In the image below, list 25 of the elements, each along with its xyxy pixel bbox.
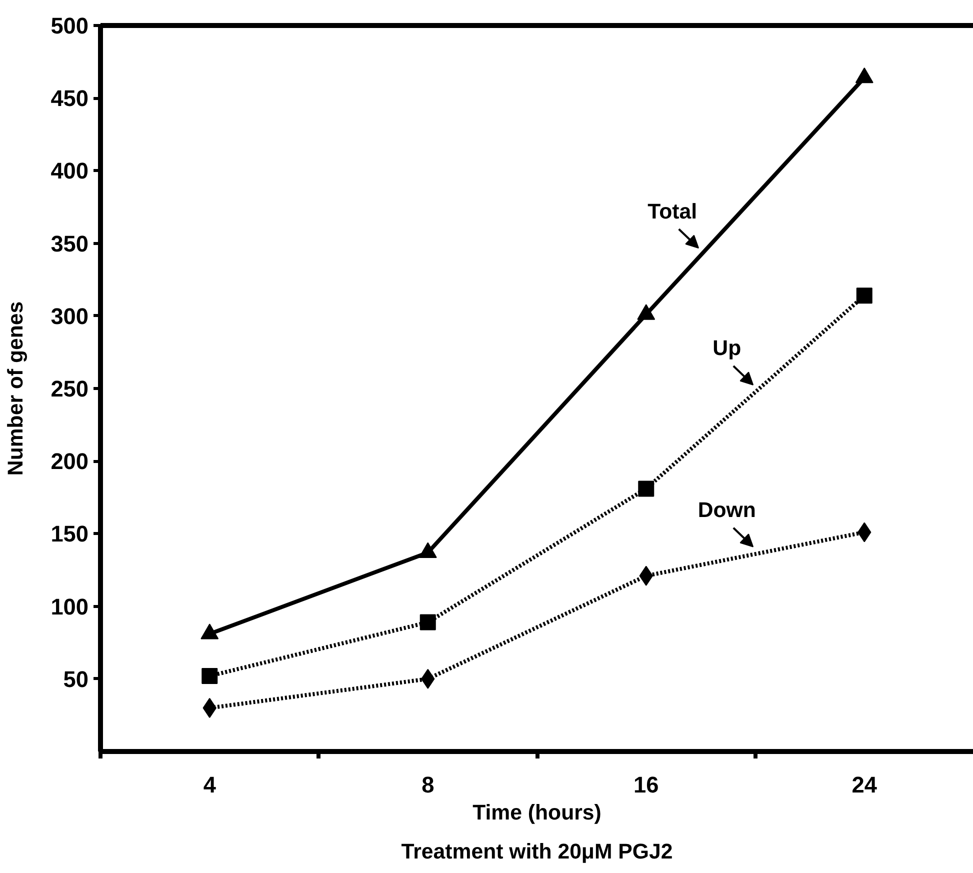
x-axis-title: Time (hours) <box>472 800 602 824</box>
point <box>420 614 436 630</box>
point <box>637 304 656 320</box>
text: Treatment with 20μM PGJ2 <box>401 840 673 864</box>
y-tick-label: 350 <box>50 230 89 256</box>
x-tick-label: 8 <box>422 772 434 798</box>
y-tick-label: 400 <box>50 158 89 184</box>
y-tick-label: 300 <box>50 302 89 329</box>
point <box>855 67 874 84</box>
y-tick-label: 250 <box>50 376 89 402</box>
y-tick-label: 500 <box>50 12 89 38</box>
x-tick-label: 4 <box>203 772 216 798</box>
series-label: Total <box>648 199 698 224</box>
point <box>202 668 218 684</box>
y-axis-title: Number of genes <box>4 301 28 476</box>
y-tick-label: 100 <box>50 593 89 620</box>
series-label: Up <box>712 336 742 360</box>
y-tick-label: 450 <box>50 85 89 112</box>
x-tick-label: 16 <box>634 772 659 798</box>
y-tick-label: 150 <box>50 520 89 547</box>
y-tick-label: 50 <box>63 666 88 692</box>
series-label: Down <box>698 498 756 522</box>
x-tick-label: 24 <box>852 772 878 798</box>
point <box>638 480 654 497</box>
y-tick-label: 200 <box>50 448 89 474</box>
